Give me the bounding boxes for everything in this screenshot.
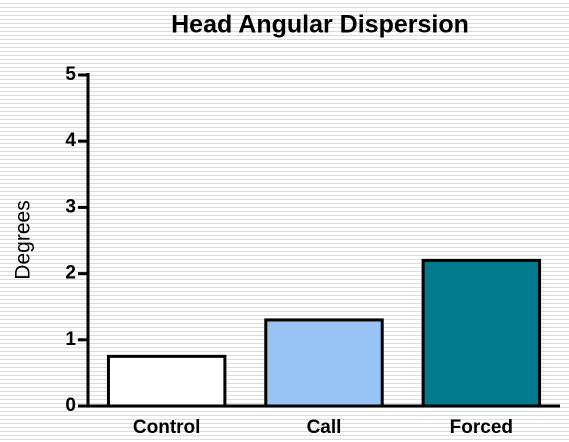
y-tick-label: 2 — [65, 263, 76, 284]
bar — [106, 354, 227, 408]
bar — [264, 318, 384, 408]
x-tick-label: Forced — [450, 417, 513, 438]
y-tick-label: 0 — [65, 395, 76, 416]
x-tick-label: Call — [307, 417, 342, 438]
y-tick-label: 3 — [65, 196, 76, 217]
y-tick-label: 4 — [65, 130, 76, 151]
bar — [421, 258, 542, 408]
y-tick-label: 5 — [65, 64, 76, 85]
x-tick-label: Control — [133, 417, 201, 438]
chart-title: Head Angular Dispersion — [171, 11, 469, 39]
y-tick-label: 1 — [65, 329, 76, 350]
y-axis-label: Degrees — [12, 200, 35, 279]
